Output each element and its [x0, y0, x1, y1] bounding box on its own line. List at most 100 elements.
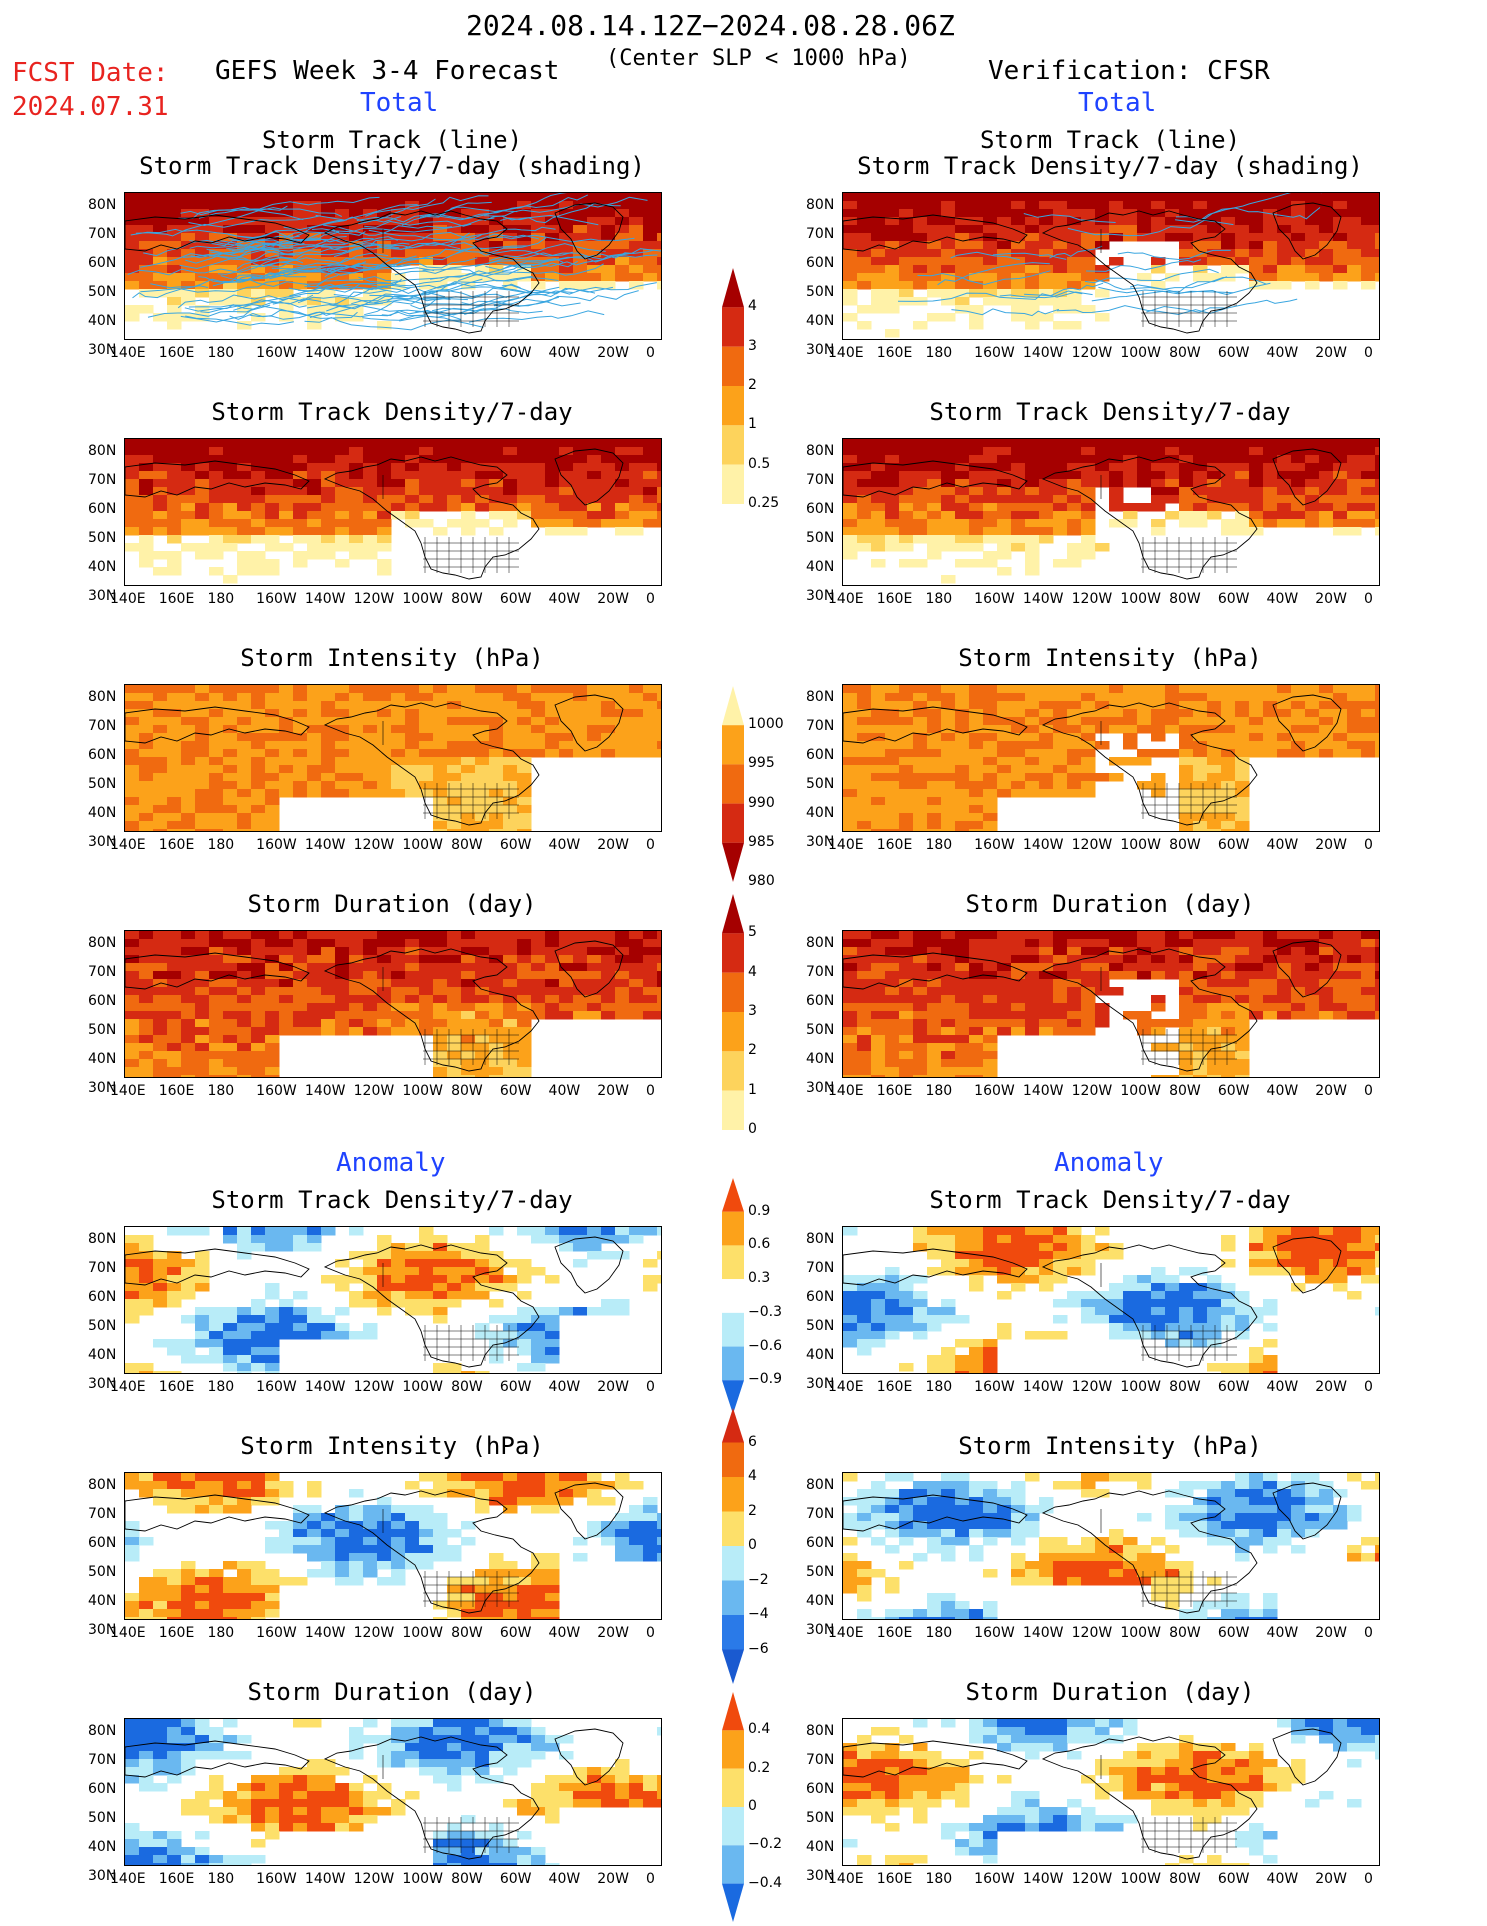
lat-tick-label: 60N	[806, 255, 835, 271]
lon-tick-label: 60W	[1217, 837, 1250, 853]
storm-track-line	[206, 236, 347, 258]
colorbar-tick-label: −0.4	[748, 1874, 782, 1891]
colorbar-swatch	[722, 1051, 744, 1091]
storm-track-line	[253, 242, 410, 268]
greenland-coastline	[554, 1728, 624, 1786]
colorbar-tick-label: 2	[748, 1502, 757, 1519]
lon-tick-label: 20W	[597, 591, 629, 607]
storm-track-line	[1091, 290, 1234, 302]
lon-tick-label: 160W	[974, 1379, 1015, 1395]
lat-tick-label: 80N	[806, 935, 835, 951]
colorbar-tick-label: 0.4	[748, 1721, 771, 1738]
storm-track-line	[249, 311, 325, 320]
lat-tick-label: 40N	[88, 1051, 117, 1067]
lon-tick-label: 140E	[110, 1083, 146, 1099]
map-density-right	[842, 438, 1380, 586]
panel-title-tracks-right: Storm Track Density/7-day (shading)	[857, 152, 1363, 180]
lon-tick-label: 40W	[548, 837, 581, 853]
storm-track-line	[387, 232, 470, 249]
storm-track-line	[271, 265, 367, 273]
panel-title-tracks-right: Storm Track (line)	[979, 126, 1241, 154]
lat-tick-label: 70N	[88, 1260, 117, 1276]
colorbar-swatch	[722, 1730, 744, 1769]
storm-track-line	[323, 224, 452, 236]
lon-tick-label: 140E	[828, 1625, 864, 1641]
lat-tick-label: 30N	[88, 834, 117, 850]
storm-track-line	[368, 229, 482, 241]
panel-title-intensity-left: Storm Intensity (hPa)	[240, 644, 544, 672]
lon-tick-label: 120W	[1071, 1871, 1113, 1887]
siberia-coastline	[843, 1740, 1028, 1778]
storm-track-line	[216, 231, 340, 248]
fcst-label: FCST Date:	[12, 58, 169, 88]
lat-tick-label: 80N	[88, 1231, 117, 1247]
map-intensity-left	[124, 684, 662, 832]
lon-tick-label: 40W	[548, 1083, 581, 1099]
lat-tick-label: 80N	[88, 197, 117, 213]
storm-track-line	[381, 304, 487, 317]
lat-tick-label: 30N	[806, 588, 835, 604]
north-america-coastline	[323, 1490, 540, 1614]
colorbar-tick-label: 4	[748, 1468, 757, 1484]
criterion: (Center SLP < 1000 hPa)	[606, 46, 911, 71]
storm-track-line	[1049, 245, 1103, 259]
lon-tick-label: 60W	[499, 837, 532, 853]
lon-tick-label: 80W	[451, 837, 483, 853]
lat-tick-label: 60N	[806, 747, 835, 763]
lon-tick-label: 160W	[256, 1871, 297, 1887]
lon-tick-label: 160E	[876, 1871, 913, 1887]
lat-tick-label: 50N	[88, 1810, 117, 1826]
lat-tick-label: 70N	[806, 1260, 835, 1276]
lat-tick-label: 30N	[806, 1868, 835, 1884]
lon-tick-label: 60W	[1217, 591, 1250, 607]
lon-tick-label: 60W	[499, 1871, 532, 1887]
lon-tick-label: 160E	[158, 345, 195, 361]
lat-tick-label: 70N	[806, 718, 835, 734]
siberia-coastline	[125, 1248, 310, 1286]
lon-tick-label: 20W	[597, 345, 629, 361]
lon-tick-label: 160E	[876, 1625, 913, 1641]
lon-tick-label: 0	[646, 1083, 655, 1099]
colorbar-anom_density	[722, 1178, 744, 1418]
colorbar-tick-label: 5	[748, 924, 757, 941]
storm-track-line	[897, 291, 1093, 302]
lon-tick-label: 160W	[974, 1625, 1015, 1641]
lon-tick-label: 140W	[1022, 1871, 1064, 1887]
lon-tick-label: 120W	[1071, 1083, 1113, 1099]
storm-track-line	[401, 210, 518, 226]
colorbar-swatch	[722, 1090, 744, 1130]
lon-tick-label: 180	[207, 1379, 235, 1395]
storm-track-line	[937, 262, 1050, 286]
lat-tick-label: 30N	[806, 1080, 835, 1096]
lat-tick-label: 80N	[88, 1723, 117, 1739]
lon-tick-label: 160E	[876, 591, 913, 607]
map-duration-right	[842, 930, 1380, 1078]
lat-tick-label: 80N	[806, 689, 835, 705]
colorbar-swatch	[722, 972, 744, 1012]
storm-track-line	[233, 274, 339, 288]
lat-tick-label: 70N	[806, 1506, 835, 1522]
storm-track-line	[999, 290, 1083, 299]
colorbar-swatch	[722, 1807, 744, 1846]
storm-track-line	[422, 268, 559, 282]
storm-track-line	[351, 283, 521, 305]
storm-track-line	[130, 228, 276, 239]
storm-track-line	[189, 231, 336, 249]
lon-tick-label: 140W	[1022, 591, 1064, 607]
storm-track-line	[268, 264, 391, 276]
colorbar-swatch	[722, 1546, 744, 1581]
storm-track-line	[288, 283, 457, 293]
storm-track-line	[223, 266, 343, 283]
lat-tick-label: 70N	[806, 472, 835, 488]
storm-track-line	[455, 245, 528, 254]
storm-track-line	[369, 231, 540, 247]
colorbar-swatch	[722, 464, 744, 504]
lon-tick-label: 100W	[1120, 837, 1161, 853]
north-america-coastline	[1041, 210, 1258, 334]
north-america-coastline	[323, 1736, 540, 1860]
storm-track-line	[177, 294, 301, 309]
lon-tick-label: 140E	[110, 837, 146, 853]
panel-title-tracks-left: Storm Track (line)	[261, 126, 523, 154]
lon-tick-label: 100W	[402, 591, 443, 607]
greenland-coastline	[554, 940, 624, 998]
